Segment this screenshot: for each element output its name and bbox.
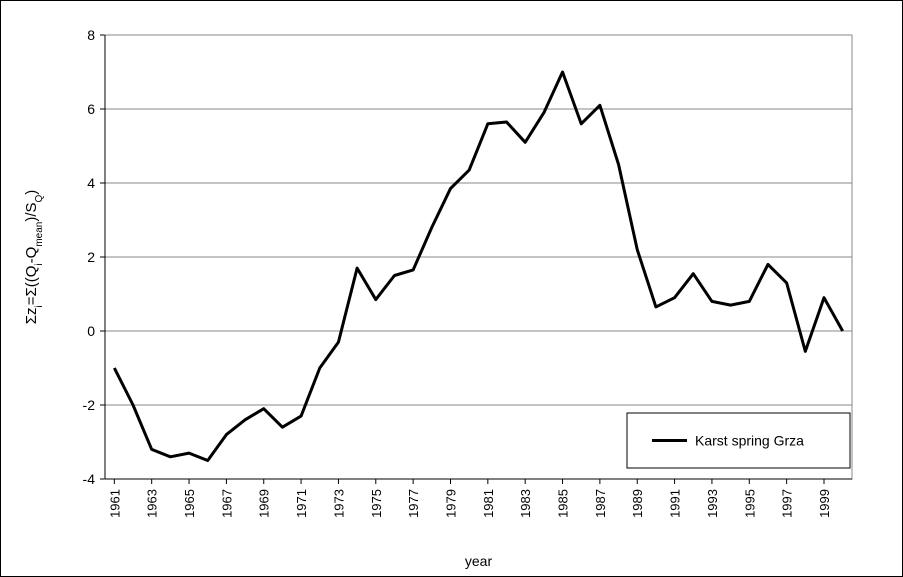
y-axis-label-part: ) — [23, 190, 40, 195]
y-tick-label: 4 — [87, 175, 95, 191]
legend-label: Karst spring Grza — [695, 433, 804, 449]
y-axis-label-part: =Σ((Q — [23, 266, 40, 306]
x-tick-label: 1993 — [705, 489, 720, 518]
x-tick-label: 1981 — [481, 489, 496, 518]
x-tick-label: 1977 — [406, 489, 421, 518]
y-axis-label-part: i — [34, 305, 45, 307]
y-axis-label-part: i — [34, 263, 45, 265]
y-axis-label: Σzi=Σ((Qi-Qmean)/SQ) — [23, 190, 45, 325]
y-axis-label-part: )/S — [23, 202, 40, 221]
y-axis-label-part: Σz — [23, 308, 40, 325]
y-tick-label: -4 — [83, 471, 96, 487]
x-tick-label: 1995 — [742, 489, 757, 518]
x-tick-label: 1983 — [518, 489, 533, 518]
y-tick-label: 2 — [87, 249, 95, 265]
x-tick-label: 1969 — [257, 489, 272, 518]
x-tick-label: 1965 — [182, 489, 197, 518]
x-axis-label: year — [465, 553, 493, 569]
x-tick-label: 1989 — [630, 489, 645, 518]
x-tick-label: 1991 — [668, 489, 683, 518]
x-tick-label: 1979 — [443, 489, 458, 518]
x-tick-label: 1985 — [556, 489, 571, 518]
y-axis-label-part: -Q — [23, 247, 40, 264]
x-tick-label: 1975 — [369, 489, 384, 518]
data-line — [112, 70, 844, 462]
x-tick-label: 1987 — [593, 489, 608, 518]
y-axis-label-part: Q — [34, 194, 45, 202]
y-tick-label: 8 — [87, 27, 95, 43]
x-tick-label: 1971 — [294, 489, 309, 518]
x-tick-label: 1997 — [780, 489, 795, 518]
x-tick-label: 1999 — [817, 489, 832, 518]
x-tick-label: 1973 — [331, 489, 346, 518]
x-tick-label: 1963 — [145, 489, 160, 518]
y-tick-label: 0 — [87, 323, 95, 339]
x-tick-label: 1961 — [107, 489, 122, 518]
x-tick-label: 1967 — [219, 489, 234, 518]
y-tick-label: 6 — [87, 101, 95, 117]
y-axis-label-part: mean — [34, 222, 45, 247]
y-tick-label: -2 — [83, 397, 96, 413]
